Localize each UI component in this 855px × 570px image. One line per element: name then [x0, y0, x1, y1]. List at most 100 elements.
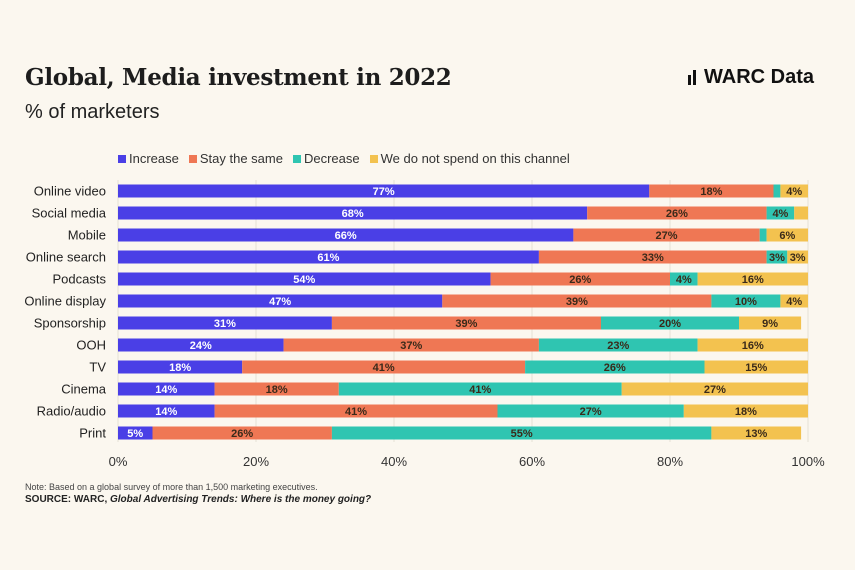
bar-segment	[118, 338, 284, 352]
data-label: 10%	[735, 296, 757, 308]
warc-logo: WARC Data	[688, 66, 814, 89]
bar-segment	[118, 404, 215, 418]
category-label: Podcasts	[53, 272, 107, 287]
data-label: 26%	[569, 274, 591, 286]
data-label: 6%	[779, 230, 795, 242]
x-tick-label: 20%	[243, 454, 269, 469]
data-label: 41%	[373, 362, 395, 374]
data-label: 27%	[704, 384, 726, 396]
bar-segment	[573, 228, 760, 242]
note: Note: Based on a global survey of more t…	[25, 482, 318, 492]
bar-segment	[525, 360, 705, 374]
bar-segment	[697, 338, 808, 352]
source-title: Global Advertising Trends: Where is the …	[110, 494, 372, 505]
bar-segment	[704, 360, 808, 374]
bar-segment	[497, 404, 684, 418]
data-label: 27%	[656, 230, 678, 242]
legend-swatch	[369, 154, 378, 163]
data-label: 5%	[127, 428, 143, 440]
data-label: 18%	[266, 384, 288, 396]
bar-segment	[538, 250, 767, 264]
x-tick-label: 100%	[791, 454, 825, 469]
bar-segment	[118, 426, 153, 440]
data-label: 4%	[786, 296, 802, 308]
category-label: Online search	[26, 250, 106, 265]
data-label: 18%	[735, 406, 757, 418]
bar-segment	[331, 426, 712, 440]
data-label: 39%	[566, 296, 588, 308]
data-label: 16%	[742, 340, 764, 352]
bar-segment	[442, 294, 712, 308]
legend-item: Stay the same	[188, 151, 283, 166]
bar-segment	[242, 360, 526, 374]
x-tick-label: 0%	[109, 454, 128, 469]
data-label: 13%	[745, 428, 767, 440]
category-label: Print	[79, 426, 106, 441]
logo-bars-icon	[688, 70, 696, 85]
bar-segment	[118, 184, 650, 198]
data-label: 68%	[342, 208, 364, 220]
source-prefix: SOURCE: WARC,	[25, 494, 110, 505]
bar-segment	[759, 228, 767, 242]
legend-label: We do not spend on this channel	[380, 151, 570, 166]
category-label: TV	[89, 360, 106, 375]
bar-segment	[214, 382, 339, 396]
category-label: Social media	[32, 206, 107, 221]
data-label: 77%	[373, 186, 395, 198]
bar-segment	[118, 316, 332, 330]
data-label: 15%	[745, 362, 767, 374]
data-label: 9%	[762, 318, 778, 330]
bar-segment	[601, 316, 739, 330]
bar-segment	[621, 382, 808, 396]
data-label: 18%	[169, 362, 191, 374]
data-label: 4%	[676, 274, 692, 286]
data-label: 14%	[155, 406, 177, 418]
legend-swatch	[188, 154, 197, 163]
legend-label: Increase	[129, 151, 179, 166]
chart-subtitle: % of marketers	[25, 101, 160, 123]
data-label: 20%	[659, 318, 681, 330]
bar-segment	[780, 294, 808, 308]
bar-segment	[587, 206, 767, 220]
x-tick-label: 60%	[519, 454, 545, 469]
category-label: Cinema	[61, 382, 107, 397]
data-label: 4%	[786, 186, 802, 198]
bar-segment	[283, 338, 539, 352]
logo-text: WARC Data	[704, 66, 815, 88]
bar-segment	[338, 382, 622, 396]
bar-segment	[152, 426, 332, 440]
bar-segment	[118, 382, 215, 396]
data-label: 41%	[345, 406, 367, 418]
bar-segment	[739, 316, 802, 330]
data-label: 3%	[790, 252, 806, 264]
bar-segment	[670, 272, 698, 286]
bar-segment	[649, 184, 774, 198]
bar-segment	[118, 294, 443, 308]
chart-title: Global, Media investment in 2022	[25, 64, 452, 91]
data-label: 41%	[469, 384, 491, 396]
data-label: 14%	[155, 384, 177, 396]
data-label: 61%	[317, 252, 339, 264]
bar-segment	[118, 360, 243, 374]
category-label: Online display	[24, 294, 106, 309]
legend-item: Decrease	[292, 151, 360, 166]
data-label: 27%	[580, 406, 602, 418]
data-label: 55%	[511, 428, 533, 440]
legend-label: Stay the same	[199, 151, 283, 166]
bar-segment	[118, 272, 491, 286]
bar-segment	[118, 250, 539, 264]
bar-segment	[780, 184, 808, 198]
data-label: 31%	[214, 318, 236, 330]
bar-segment	[766, 206, 795, 220]
bar-segment	[711, 426, 802, 440]
source: SOURCE: WARC, Global Advertising Trends:…	[25, 494, 371, 505]
data-label: 18%	[700, 186, 722, 198]
data-label: 66%	[335, 230, 357, 242]
data-label: 33%	[642, 252, 664, 264]
legend: Increase Stay the same Decrease We do not s…	[118, 151, 570, 166]
bar-segment	[118, 228, 574, 242]
bar-segment	[787, 250, 808, 264]
bar-segment	[794, 206, 808, 220]
